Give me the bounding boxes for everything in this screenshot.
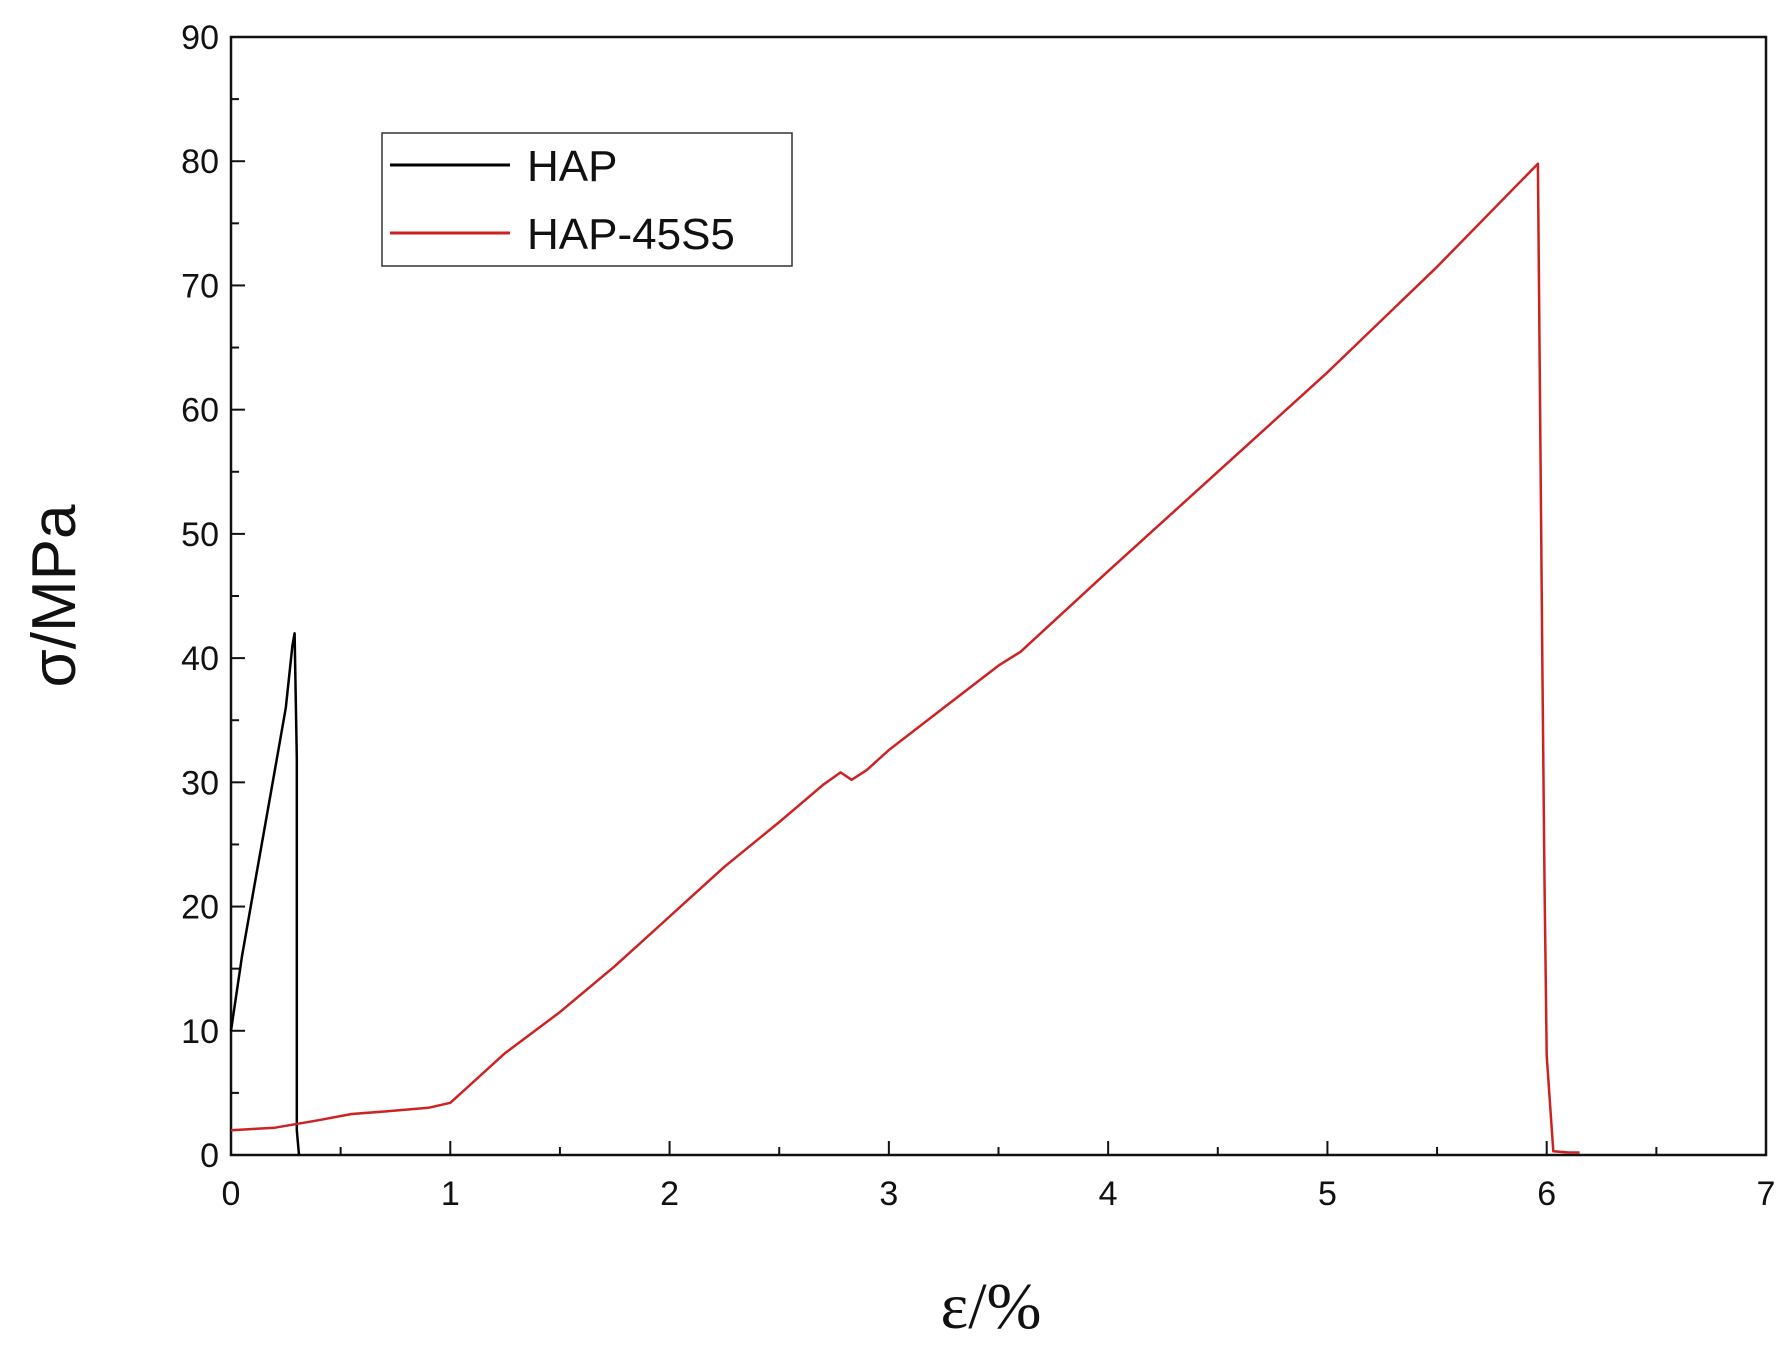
x-tick-label: 2 [660, 1175, 679, 1213]
x-tick-label: 4 [1099, 1175, 1118, 1213]
y-tick-label: 60 [181, 392, 219, 430]
y-tick-label: 40 [181, 640, 219, 678]
y-tick-label: 70 [181, 267, 219, 305]
y-tick-label: 20 [181, 889, 219, 927]
y-axis-ticks: 0 10 20 30 40 50 60 70 80 90 [181, 19, 245, 1175]
y-tick-label: 50 [181, 516, 219, 554]
y-tick-label: 80 [181, 143, 219, 181]
series-line-hap [229, 632, 301, 1156]
x-tick-label: 1 [441, 1175, 460, 1213]
x-tick-label: 0 [222, 1175, 241, 1213]
x-tick-label: 6 [1537, 1175, 1556, 1213]
legend-box [381, 132, 793, 267]
legend: HAP HAP-45S5 [381, 132, 793, 267]
y-tick-label: 30 [181, 764, 219, 802]
y-tick-label: 0 [200, 1137, 219, 1175]
x-axis-ticks: 0 1 2 3 4 5 6 7 [222, 1141, 1776, 1213]
y-tick-label: 10 [181, 1013, 219, 1051]
series-line-hap-45s5 [230, 162, 1580, 1154]
x-tick-label: 7 [1757, 1175, 1776, 1213]
y-axis-title: σ/MPa [20, 504, 89, 687]
y-tick-label: 90 [181, 19, 219, 57]
x-axis-title: ε/% [940, 1270, 1041, 1343]
x-tick-label: 5 [1318, 1175, 1337, 1213]
legend-label-hap-45s5: HAP-45S5 [527, 210, 735, 259]
legend-label-hap: HAP [527, 142, 617, 191]
series-layer [229, 162, 1580, 1156]
x-tick-label: 3 [879, 1175, 898, 1213]
